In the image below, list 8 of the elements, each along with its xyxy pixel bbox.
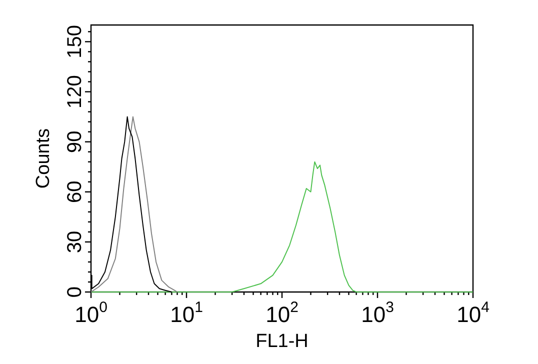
y-tick-label: 120 [64, 75, 86, 108]
y-tick-label: 60 [64, 180, 86, 203]
y-tick-label: 0 [64, 286, 86, 298]
y-tick-label: 30 [64, 230, 86, 254]
y-axis-title: Counts [33, 128, 54, 189]
x-axis-title: FL1-H [256, 331, 308, 352]
y-tick-label: 150 [64, 25, 86, 58]
y-tick-label: 90 [64, 130, 86, 153]
